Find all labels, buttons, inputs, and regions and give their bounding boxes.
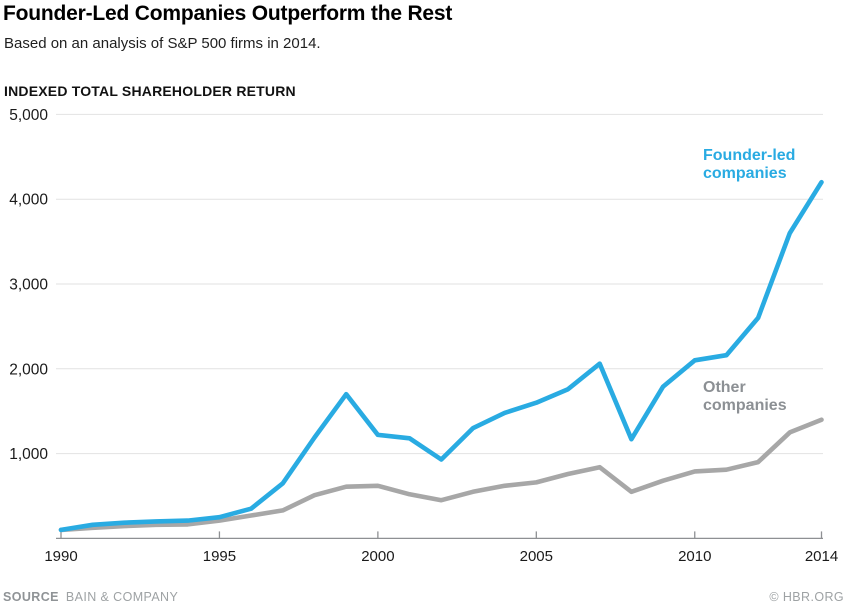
page-subtitle: Based on an analysis of S&P 500 firms in… xyxy=(4,35,321,52)
series-line-founder-led-companies xyxy=(58,179,824,533)
founder-led-series-label: Founder-led companies xyxy=(703,147,796,182)
y-tick-label-5000: 5,000 xyxy=(9,107,48,124)
hbr-credit: © HBR.ORG xyxy=(769,590,844,604)
other-series-label: Other companies xyxy=(703,379,787,414)
y-axis-title: INDEXED TOTAL SHAREHOLDER RETURN xyxy=(4,83,296,99)
x-tick-label-1990: 1990 xyxy=(44,548,77,565)
source-credit: SOURCE BAIN & COMPANY xyxy=(3,590,178,604)
footer: SOURCE BAIN & COMPANY © HBR.ORG xyxy=(3,590,844,604)
x-tick-label-2005: 2005 xyxy=(520,548,553,565)
x-tick-label-1995: 1995 xyxy=(203,548,236,565)
x-tick-label-2000: 2000 xyxy=(361,548,394,565)
x-tick-label-2014: 2014 xyxy=(805,548,838,565)
source-label: SOURCE xyxy=(3,590,59,604)
y-tick-label-2000: 2,000 xyxy=(9,361,48,378)
source-value: BAIN & COMPANY xyxy=(65,590,179,604)
series-line-other-companies xyxy=(58,417,824,533)
y-tick-label-3000: 3,000 xyxy=(9,277,48,294)
y-tick-label-1000: 1,000 xyxy=(9,446,48,463)
y-tick-label-4000: 4,000 xyxy=(9,192,48,209)
page-title: Founder-Led Companies Outperform the Res… xyxy=(3,2,453,25)
x-tick-label-2010: 2010 xyxy=(678,548,711,565)
